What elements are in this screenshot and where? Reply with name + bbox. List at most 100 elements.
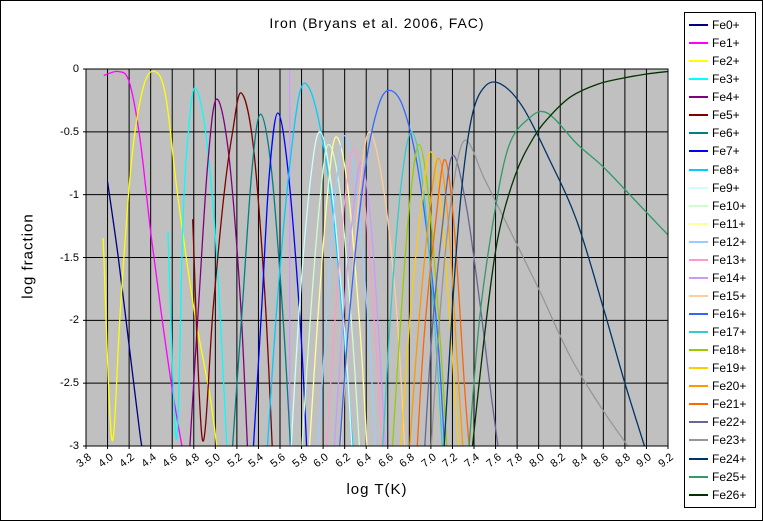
legend-line-swatch bbox=[689, 168, 708, 171]
legend-line-swatch bbox=[689, 114, 708, 117]
series-line-Fe8plus bbox=[266, 82, 354, 446]
legend-label: Fe3+ bbox=[712, 72, 740, 87]
legend-label: Fe1+ bbox=[712, 36, 740, 51]
legend-item: Fe22+ bbox=[689, 416, 755, 428]
legend-label: Fe12+ bbox=[712, 234, 747, 249]
legend-item: Fe3+ bbox=[689, 73, 755, 85]
legend-label: Fe10+ bbox=[712, 198, 747, 213]
legend-item: Fe17+ bbox=[689, 326, 755, 338]
series-line-Fe2plus bbox=[102, 70, 218, 446]
legend-label: Fe21+ bbox=[712, 397, 747, 412]
legend-item: Fe19+ bbox=[689, 362, 755, 374]
legend-label: Fe26+ bbox=[712, 487, 747, 502]
legend-label: Fe17+ bbox=[712, 325, 747, 340]
y-tick-label: -1 bbox=[69, 188, 79, 201]
legend-label: Fe22+ bbox=[712, 415, 747, 430]
legend-line-swatch bbox=[689, 186, 708, 189]
legend-line-swatch bbox=[689, 457, 708, 460]
series-line-Fe23plus bbox=[430, 139, 629, 446]
legend-line-swatch bbox=[689, 493, 708, 496]
series-line-Fe19plus bbox=[400, 151, 460, 446]
legend-item: Fe10+ bbox=[689, 200, 755, 212]
legend-line-swatch bbox=[689, 60, 708, 63]
legend-label: Fe2+ bbox=[712, 54, 740, 69]
series-line-Fe20plus bbox=[409, 157, 464, 446]
legend-item: Fe1+ bbox=[689, 37, 755, 49]
legend-item: Fe26+ bbox=[689, 489, 755, 501]
legend-label: Fe18+ bbox=[712, 343, 747, 358]
series-line-Fe3plus bbox=[167, 87, 228, 446]
series-line-Fe13plus bbox=[326, 147, 383, 446]
legend: Fe0+ Fe1+ Fe2+ Fe3+ Fe4+ Fe5+ Fe6+ Fe7+ Fe8+ Fe9+… bbox=[684, 12, 756, 508]
legend-line-swatch bbox=[689, 150, 708, 153]
legend-item: Fe14+ bbox=[689, 272, 755, 284]
series-line-Fe9plus bbox=[290, 131, 353, 446]
legend-label: Fe19+ bbox=[712, 361, 747, 376]
series-line-Fe7plus bbox=[252, 112, 308, 446]
legend-item: Fe13+ bbox=[689, 254, 755, 266]
series-line-Fe0plus bbox=[106, 181, 143, 446]
legend-line-swatch bbox=[689, 294, 708, 297]
legend-line-swatch bbox=[689, 240, 708, 243]
legend-item: Fe0+ bbox=[689, 19, 755, 31]
y-tick-label: -1.5 bbox=[60, 251, 79, 264]
legend-line-swatch bbox=[689, 385, 708, 388]
series-line-Fe10plus bbox=[301, 143, 361, 446]
legend-line-swatch bbox=[689, 132, 708, 135]
legend-label: Fe25+ bbox=[712, 469, 747, 484]
legend-item: Fe7+ bbox=[689, 145, 755, 157]
y-axis-title: log fraction bbox=[19, 213, 37, 299]
legend-line-swatch bbox=[689, 96, 708, 99]
legend-label: Fe5+ bbox=[712, 108, 740, 123]
series-line-Fe21plus bbox=[416, 158, 470, 446]
legend-label: Fe13+ bbox=[712, 252, 747, 267]
series-line-Fe4plus bbox=[189, 98, 249, 446]
legend-line-swatch bbox=[689, 403, 708, 406]
legend-line-swatch bbox=[689, 331, 708, 334]
legend-label: Fe16+ bbox=[712, 307, 747, 322]
legend-label: Fe7+ bbox=[712, 144, 740, 159]
legend-label: Fe9+ bbox=[712, 180, 740, 195]
legend-item: Fe11+ bbox=[689, 218, 755, 230]
legend-label: Fe0+ bbox=[712, 18, 740, 33]
legend-item: Fe15+ bbox=[689, 290, 755, 302]
legend-line-swatch bbox=[689, 24, 708, 27]
legend-label: Fe24+ bbox=[712, 451, 747, 466]
legend-line-swatch bbox=[689, 367, 708, 370]
legend-item: Fe25+ bbox=[689, 471, 755, 483]
legend-item: Fe18+ bbox=[689, 344, 755, 356]
series-line-Fe14plus bbox=[333, 162, 386, 446]
series-line-Fe25plus bbox=[468, 110, 668, 446]
legend-line-swatch bbox=[689, 204, 708, 207]
legend-item: Fe23+ bbox=[689, 434, 755, 446]
legend-line-swatch bbox=[689, 421, 708, 424]
legend-item: Fe4+ bbox=[689, 91, 755, 103]
legend-item: Fe5+ bbox=[689, 109, 755, 121]
legend-item: Fe20+ bbox=[689, 380, 755, 392]
legend-label: Fe23+ bbox=[712, 433, 747, 448]
legend-item: Fe16+ bbox=[689, 308, 755, 320]
x-axis-title: log T(K) bbox=[346, 481, 408, 498]
legend-line-swatch bbox=[689, 78, 708, 81]
legend-line-swatch bbox=[689, 439, 708, 442]
series-line-Fe11plus bbox=[308, 136, 368, 446]
y-tick-label: -2.5 bbox=[60, 377, 79, 390]
series-line-Fe12plus bbox=[317, 134, 377, 446]
legend-line-swatch bbox=[689, 349, 708, 352]
legend-line-swatch bbox=[689, 258, 708, 261]
legend-item: Fe8+ bbox=[689, 164, 755, 176]
y-tick-label: -3 bbox=[69, 440, 79, 452]
series-line-Fe26plus bbox=[471, 70, 668, 446]
legend-item: Fe9+ bbox=[689, 182, 755, 194]
series-line-Fe18plus bbox=[391, 143, 448, 446]
y-tick-label: -0.5 bbox=[60, 125, 79, 138]
y-tick-label: 0 bbox=[72, 63, 79, 75]
legend-line-swatch bbox=[689, 313, 708, 316]
legend-item: Fe21+ bbox=[689, 398, 755, 410]
legend-label: Fe4+ bbox=[712, 90, 740, 105]
legend-item: Fe2+ bbox=[689, 55, 755, 67]
legend-line-swatch bbox=[689, 222, 708, 225]
y-tick-label: -2 bbox=[69, 314, 79, 327]
